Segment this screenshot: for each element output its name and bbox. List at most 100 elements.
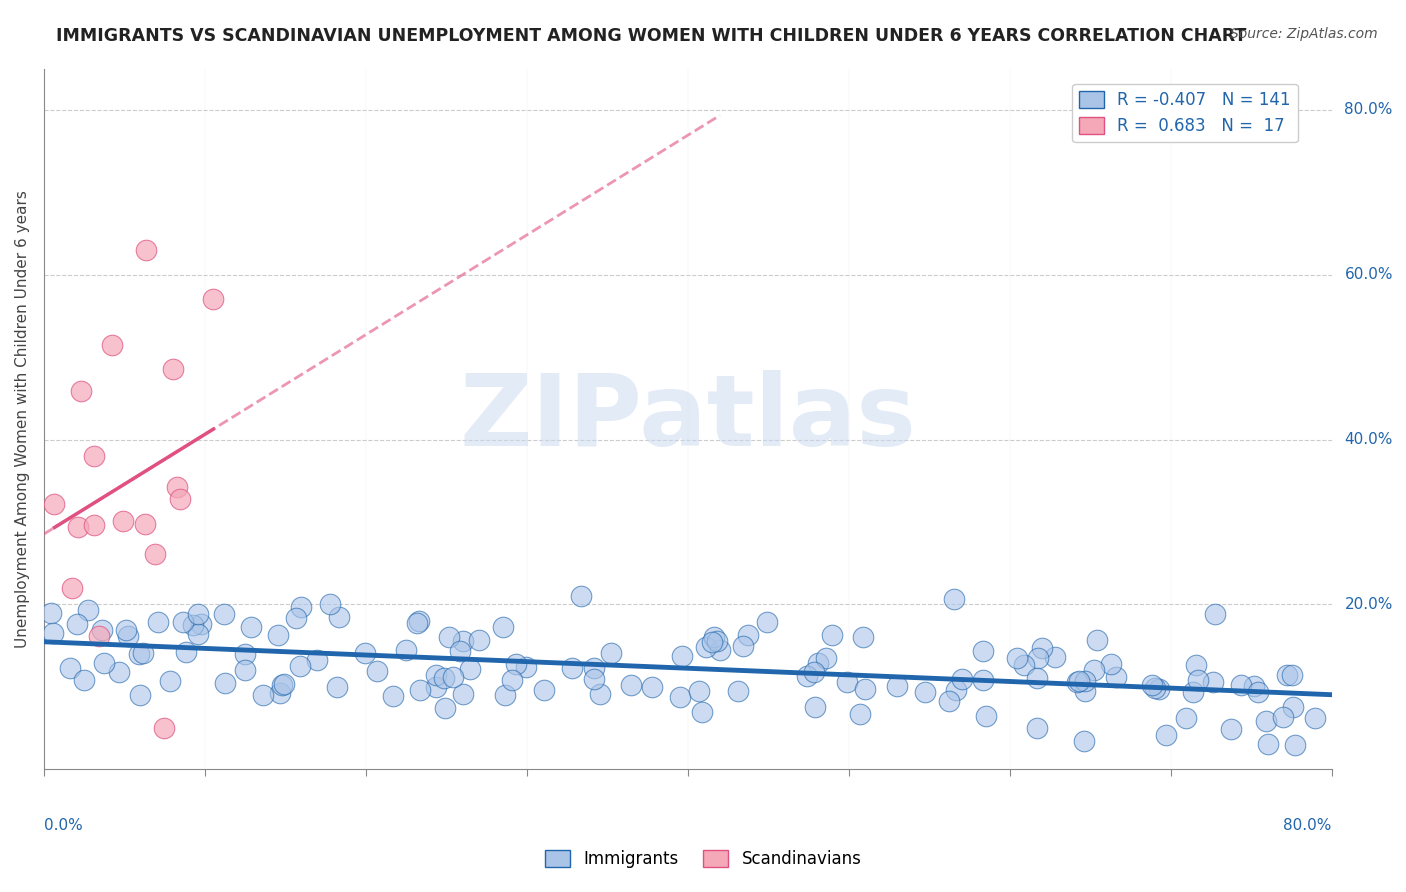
Point [848,706,870,721]
Point [328,609,350,624]
Point [366,665,388,679]
Point [269,686,291,700]
Point [796,669,818,683]
Point [1254,714,1277,728]
Text: 0.0%: 0.0% [44,818,83,833]
Point [187,607,209,621]
Legend: R = -0.407   N = 141, R =  0.683   N =  17: R = -0.407 N = 141, R = 0.683 N = 17 [1073,84,1298,142]
Point [706,634,728,648]
Point [835,675,858,690]
Point [803,665,825,679]
Point [252,688,274,702]
Point [202,292,225,306]
Point [688,684,710,698]
Point [1220,722,1243,736]
Point [169,492,191,507]
Point [1099,657,1122,671]
Point [671,649,693,664]
Point [91,623,114,637]
Point [1243,679,1265,693]
Point [700,634,723,648]
Point [1185,657,1208,672]
Point [128,688,150,702]
Point [583,660,606,674]
Point [451,634,474,648]
Point [589,687,612,701]
Point [449,644,471,658]
Point [187,626,209,640]
Point [59,661,82,675]
Point [690,705,713,719]
Point [433,671,456,685]
Point [1284,738,1306,752]
Point [114,624,136,638]
Text: 60.0%: 60.0% [1344,267,1393,282]
Point [815,650,838,665]
Point [60,581,83,595]
Point [950,673,973,687]
Point [307,653,329,667]
Point [111,514,134,528]
Point [1025,671,1047,685]
Point [172,615,194,630]
Point [1247,685,1270,699]
Point [571,589,593,603]
Point [731,639,754,653]
Point [515,660,537,674]
Point [505,657,527,671]
Point [737,628,759,642]
Point [437,630,460,644]
Point [467,632,489,647]
Point [821,628,844,642]
Point [290,600,312,615]
Point [1175,711,1198,725]
Point [1149,681,1171,696]
Point [174,645,197,659]
Text: Source: ZipAtlas.com: Source: ZipAtlas.com [1230,27,1378,41]
Point [434,700,457,714]
Point [273,677,295,691]
Point [107,665,129,680]
Point [1187,673,1209,687]
Point [1085,632,1108,647]
Point [451,687,474,701]
Point [976,708,998,723]
Point [1257,737,1279,751]
Point [89,629,111,643]
Point [135,243,157,257]
Point [709,643,731,657]
Point [1272,710,1295,724]
Point [703,630,725,644]
Point [83,518,105,533]
Point [132,646,155,660]
Point [668,690,690,704]
Point [1277,667,1299,681]
Point [599,646,621,660]
Point [233,663,256,677]
Point [1281,668,1303,682]
Point [695,640,717,654]
Point [354,646,377,660]
Point [853,682,876,697]
Point [319,597,342,611]
Point [134,516,156,531]
Text: ZIPatlas: ZIPatlas [460,370,917,467]
Point [408,614,430,628]
Point [117,630,139,644]
Point [42,626,65,640]
Point [1012,658,1035,673]
Point [425,668,447,682]
Point [1182,684,1205,698]
Point [945,682,967,697]
Point [67,519,90,533]
Y-axis label: Unemployment Among Women with Children Under 6 years: Unemployment Among Women with Children U… [15,190,30,648]
Point [441,670,464,684]
Point [1282,699,1305,714]
Point [1105,670,1128,684]
Point [807,656,830,670]
Point [938,694,960,708]
Point [44,497,66,511]
Point [1154,728,1177,742]
Point [65,617,87,632]
Point [533,683,555,698]
